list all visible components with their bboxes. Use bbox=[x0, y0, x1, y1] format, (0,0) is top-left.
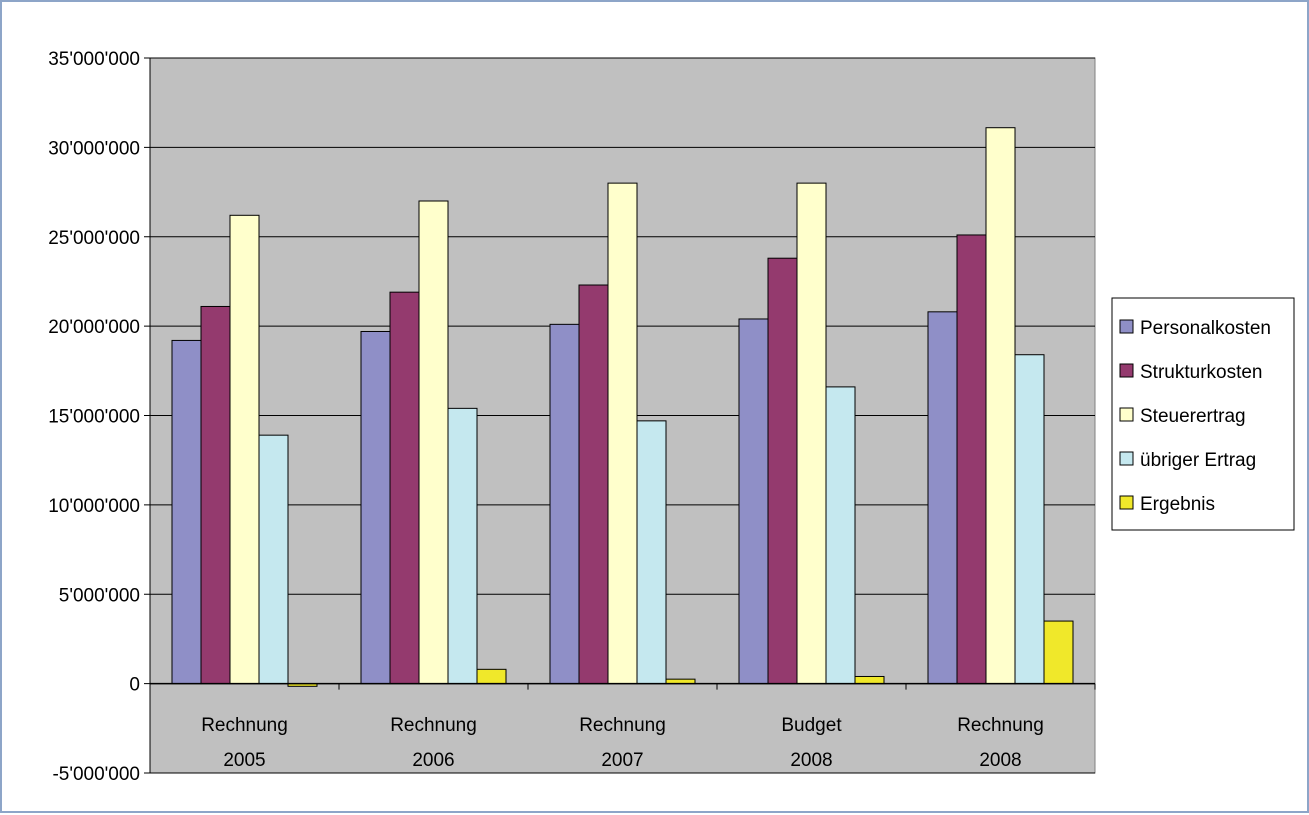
bar-steuerertrag bbox=[418, 200, 449, 685]
y-tick-label: 5'000'000 bbox=[59, 585, 140, 606]
x-category-label: Rechnung bbox=[201, 715, 288, 736]
x-category-label: Rechnung bbox=[579, 715, 666, 736]
bar-personalkosten bbox=[360, 330, 391, 685]
bar--briger-ertrag bbox=[258, 434, 289, 685]
y-tick-label: 15'000'000 bbox=[48, 407, 140, 428]
x-category-label: Budget bbox=[781, 715, 842, 736]
bar-personalkosten bbox=[927, 311, 958, 685]
bar-strukturkosten bbox=[389, 291, 420, 685]
bar-strukturkosten bbox=[200, 305, 231, 685]
legend-label: Steuerertrag bbox=[1140, 406, 1246, 427]
bars bbox=[171, 127, 1074, 687]
legend-swatch bbox=[1119, 407, 1134, 422]
x-category-label: Rechnung bbox=[390, 715, 477, 736]
bar-strukturkosten bbox=[578, 284, 609, 685]
bar-personalkosten bbox=[549, 323, 580, 685]
legend-swatch bbox=[1119, 363, 1134, 378]
bar-ergebnis bbox=[854, 675, 885, 685]
x-category-label: 2008 bbox=[790, 750, 832, 771]
y-tick-label: -5'000'000 bbox=[52, 764, 140, 785]
x-category-label: 2006 bbox=[412, 750, 454, 771]
y-tick-label: 35'000'000 bbox=[48, 49, 140, 70]
legend-box bbox=[1111, 297, 1295, 531]
x-category-label: 2005 bbox=[223, 750, 265, 771]
x-category-label: 2008 bbox=[979, 750, 1021, 771]
bar-personalkosten bbox=[738, 318, 769, 685]
bar-ergebnis bbox=[476, 668, 507, 685]
bar-steuerertrag bbox=[985, 127, 1016, 685]
legend: Personalkosten Strukturkosten Steuerertrag… bbox=[1111, 297, 1295, 531]
legend-label: übriger Ertrag bbox=[1140, 450, 1256, 471]
bar--briger-ertrag bbox=[447, 407, 478, 685]
y-tick-label: 25'000'000 bbox=[48, 228, 140, 249]
legend-label: Ergebnis bbox=[1140, 494, 1215, 515]
bar--briger-ertrag bbox=[825, 386, 856, 685]
x-category-label: 2007 bbox=[601, 750, 643, 771]
bar-strukturkosten bbox=[956, 234, 987, 685]
bar-strukturkosten bbox=[767, 257, 798, 685]
y-tick-label: 20'000'000 bbox=[48, 317, 140, 338]
legend-swatch bbox=[1119, 319, 1134, 334]
legend-swatch bbox=[1119, 451, 1134, 466]
legend-label: Strukturkosten bbox=[1140, 362, 1263, 383]
x-axis-categories: Rechnung 2005 Rechnung 2006 Rechnung 2007 Budg… bbox=[201, 715, 1044, 771]
legend-label: Personalkosten bbox=[1140, 318, 1271, 339]
bar-steuerertrag bbox=[607, 182, 638, 685]
bar-steuerertrag bbox=[796, 182, 827, 685]
y-tick-label: 0 bbox=[129, 675, 140, 696]
y-tick-label: 30'000'000 bbox=[48, 138, 140, 159]
bar-personalkosten bbox=[171, 339, 202, 685]
bar--briger-ertrag bbox=[1014, 354, 1045, 685]
bar--briger-ertrag bbox=[636, 420, 667, 685]
y-tick-label: 10'000'000 bbox=[48, 496, 140, 517]
y-axis-ticks: -5'000'000 0 5'000'000 10'000'000 15'000'000… bbox=[48, 49, 150, 785]
bar-steuerertrag bbox=[229, 214, 260, 685]
bar-ergebnis bbox=[1043, 620, 1074, 685]
legend-swatch bbox=[1119, 495, 1134, 510]
x-category-label: Rechnung bbox=[957, 715, 1044, 736]
